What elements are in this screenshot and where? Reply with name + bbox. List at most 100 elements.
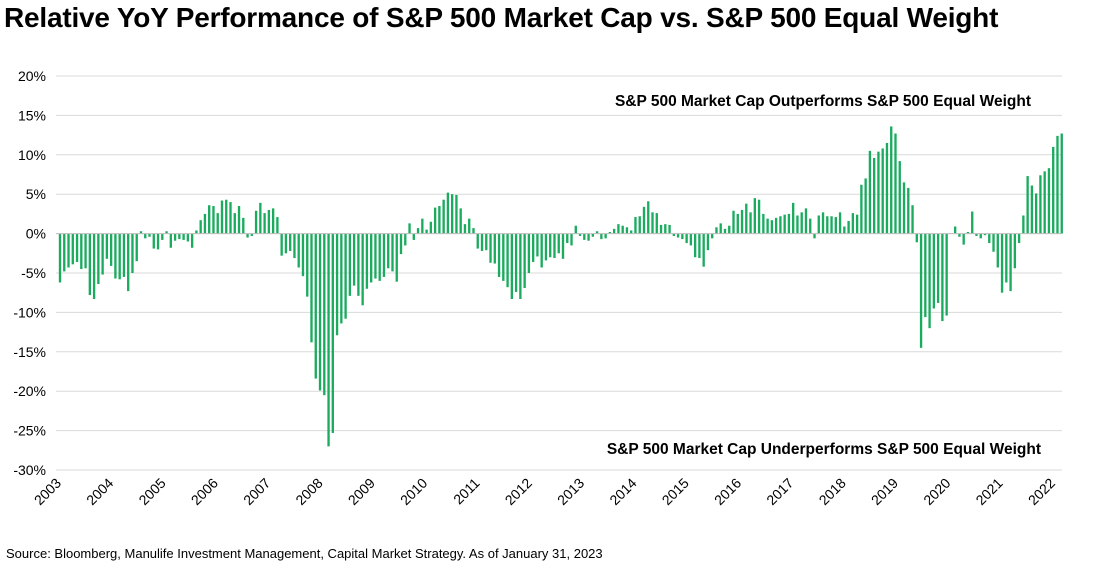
bar	[966, 232, 970, 234]
bar	[792, 202, 795, 234]
bar	[344, 233, 347, 319]
bar	[919, 233, 923, 348]
bar	[566, 233, 569, 244]
bar	[476, 233, 479, 249]
bar	[962, 233, 965, 245]
bar	[101, 233, 104, 275]
bar	[932, 233, 936, 309]
bar	[1056, 135, 1059, 234]
x-tick-label: 2015	[659, 475, 692, 508]
bar	[915, 233, 918, 243]
bar	[902, 182, 906, 234]
bar	[463, 224, 467, 234]
bar-series	[58, 126, 1063, 447]
bar	[246, 233, 249, 238]
bar	[233, 213, 236, 234]
bar	[826, 216, 829, 234]
bar	[774, 217, 778, 234]
bar	[118, 233, 121, 280]
bar	[1009, 233, 1012, 292]
bar	[664, 224, 667, 234]
bar	[757, 199, 761, 234]
bar	[306, 233, 309, 297]
bar	[971, 211, 974, 234]
bar	[139, 231, 143, 234]
bar	[348, 233, 352, 296]
bar	[796, 215, 799, 234]
annotation-outperforms: S&P 500 Market Cap Outperforms S&P 500 E…	[615, 93, 1031, 110]
bar	[190, 233, 194, 248]
bar	[745, 203, 748, 234]
bar	[715, 227, 718, 234]
bar	[229, 202, 232, 234]
bar	[421, 218, 424, 234]
bar	[122, 233, 126, 277]
bar	[557, 233, 560, 254]
x-tick-label: 2019	[868, 475, 901, 508]
bar	[638, 216, 641, 234]
bar	[877, 151, 880, 234]
bar	[642, 206, 646, 234]
bar	[105, 233, 109, 259]
bar	[945, 233, 948, 316]
bar	[1017, 233, 1021, 244]
bar	[497, 233, 501, 277]
bar	[220, 200, 224, 234]
bar	[723, 228, 727, 234]
bar	[510, 233, 514, 299]
bar	[732, 210, 735, 234]
bar	[404, 233, 407, 246]
x-tick-label: 2014	[606, 475, 639, 508]
bar	[446, 192, 450, 234]
bar	[523, 233, 526, 288]
bar	[617, 224, 620, 234]
bar	[67, 233, 70, 268]
bar	[391, 233, 394, 272]
bar	[621, 225, 624, 234]
bar	[314, 233, 317, 379]
bar	[267, 209, 271, 234]
bar	[412, 233, 415, 240]
bar	[591, 233, 595, 237]
x-tick-label: 2004	[83, 475, 116, 508]
bar	[693, 233, 697, 258]
bar	[855, 214, 859, 234]
y-tick-label: -25%	[13, 423, 46, 439]
bar	[1022, 215, 1025, 234]
bar	[583, 233, 586, 240]
bar	[182, 233, 185, 240]
bar	[489, 233, 492, 263]
bar	[868, 150, 872, 234]
x-tick-label: 2007	[240, 475, 273, 508]
bar	[169, 233, 172, 248]
bar	[468, 218, 471, 234]
x-tick-label: 2017	[763, 475, 796, 508]
bar	[387, 233, 390, 269]
bar	[216, 213, 219, 234]
bar	[996, 233, 999, 268]
bar	[1026, 176, 1029, 234]
bar	[749, 212, 752, 234]
bar	[84, 233, 87, 269]
bar	[1039, 175, 1042, 234]
bar	[352, 233, 356, 286]
bar	[531, 233, 535, 262]
bar	[1030, 185, 1034, 234]
x-axis-tick-labels: 2003 2004 2005 2006 2007 2008 2009 2010 2011 2012…	[31, 475, 1058, 508]
x-tick-label: 2012	[502, 475, 535, 508]
bar	[382, 233, 386, 277]
bar	[451, 194, 454, 234]
bar	[651, 212, 654, 234]
bar	[127, 233, 130, 292]
bar	[676, 233, 680, 238]
bar	[787, 213, 791, 234]
bar	[148, 233, 151, 237]
bar	[212, 206, 215, 234]
bar	[438, 206, 441, 234]
bar	[416, 228, 420, 234]
bar	[536, 233, 539, 257]
x-tick-label: 2008	[292, 475, 325, 508]
bar	[357, 233, 360, 296]
bar	[425, 229, 428, 234]
bar	[612, 228, 616, 234]
